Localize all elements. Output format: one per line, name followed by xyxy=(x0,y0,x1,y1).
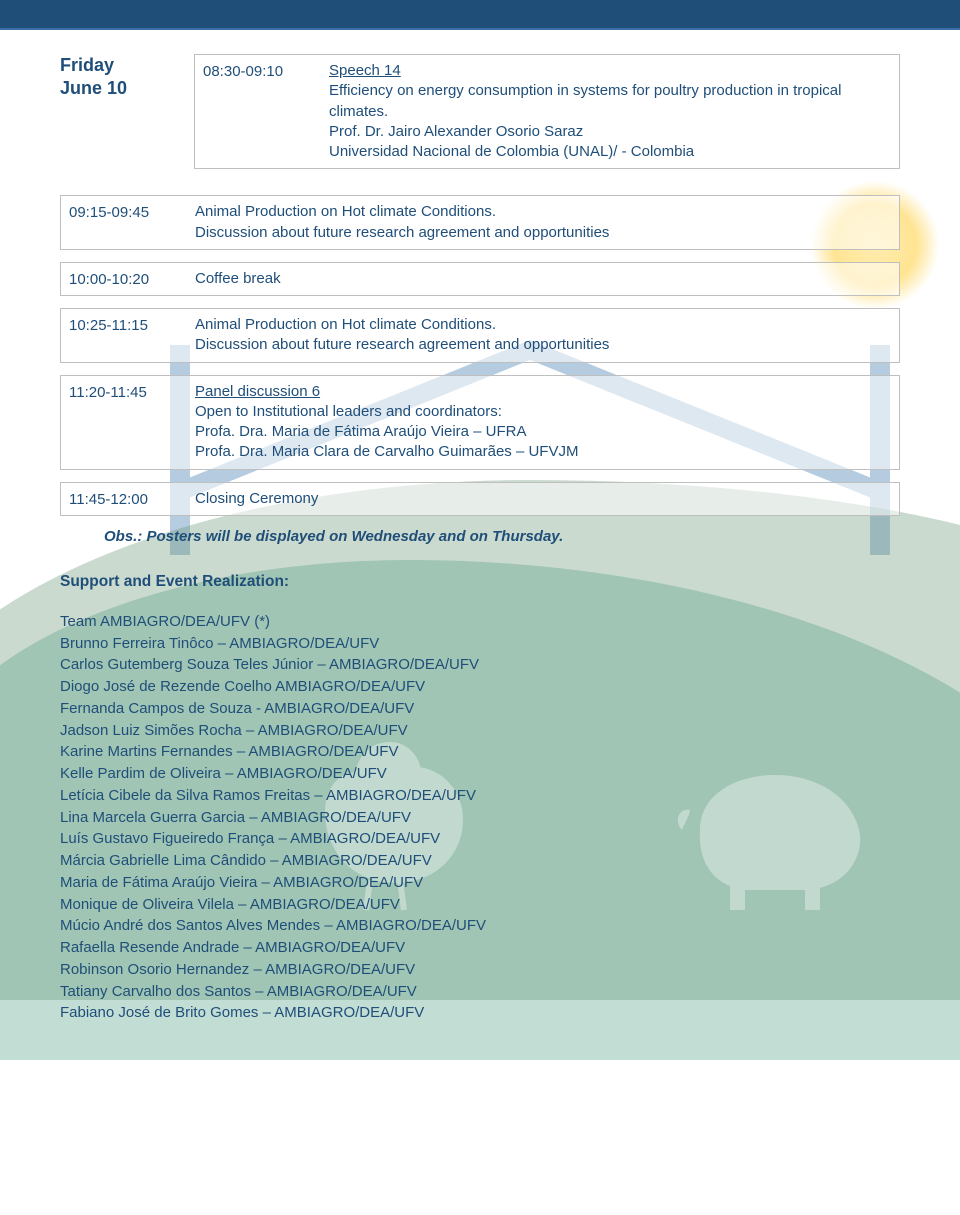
schedule-row: 09:15-09:45 Animal Production on Hot clim… xyxy=(60,195,900,250)
day-heading: Friday June 10 xyxy=(60,54,168,181)
schedule-time: 08:30-09:10 xyxy=(203,61,311,162)
team-member: Maria de Fátima Araújo Vieira – AMBIAGRO… xyxy=(60,872,900,894)
team-member: Fernanda Campos de Souza - AMBIAGRO/DEA/… xyxy=(60,698,900,720)
team-member: Letícia Cibele da Silva Ramos Freitas – … xyxy=(60,785,900,807)
team-member: Tatiany Carvalho dos Santos – AMBIAGRO/D… xyxy=(60,981,900,1003)
team-member: Robinson Osorio Hernandez – AMBIAGRO/DEA… xyxy=(60,959,900,981)
schedule-time: 09:15-09:45 xyxy=(69,202,177,243)
team-member: Rafaella Resende Andrade – AMBIAGRO/DEA/… xyxy=(60,937,900,959)
schedule-description: Panel discussion 6Open to Institutional … xyxy=(195,382,891,463)
team-member: Márcia Gabrielle Lima Cândido – AMBIAGRO… xyxy=(60,850,900,872)
schedule-description: Animal Production on Hot climate Conditi… xyxy=(195,315,891,356)
schedule-line: Animal Production on Hot climate Conditi… xyxy=(195,202,891,222)
team-list: Team AMBIAGRO/DEA/UFV (*)Brunno Ferreira… xyxy=(60,611,900,1024)
team-member: Monique de Oliveira Vilela – AMBIAGRO/DE… xyxy=(60,894,900,916)
team-member: Jadson Luiz Simões Rocha – AMBIAGRO/DEA/… xyxy=(60,720,900,742)
team-member: Diogo José de Rezende Coelho AMBIAGRO/DE… xyxy=(60,676,900,698)
team-member: Team AMBIAGRO/DEA/UFV (*) xyxy=(60,611,900,633)
schedule-line: Closing Ceremony xyxy=(195,489,891,509)
posters-note: Obs.: Posters will be displayed on Wedne… xyxy=(104,528,900,545)
day-date: June 10 xyxy=(60,77,168,100)
team-member: Múcio André dos Santos Alves Mendes – AM… xyxy=(60,915,900,937)
schedule-line: Discussion about future research agreeme… xyxy=(195,335,891,355)
schedule-line: Discussion about future research agreeme… xyxy=(195,223,891,243)
schedule-description: Coffee break xyxy=(195,269,891,289)
schedule-line: Universidad Nacional de Colombia (UNAL)/… xyxy=(329,142,891,162)
schedule-time: 11:20-11:45 xyxy=(69,382,177,463)
schedule-row: 10:25-11:15 Animal Production on Hot clim… xyxy=(60,308,900,363)
schedule-line: Efficiency on energy consumption in syst… xyxy=(329,81,891,122)
schedule-row: 08:30-09:10Speech 14Efficiency on energy… xyxy=(194,54,900,169)
team-member: Fabiano José de Brito Gomes – AMBIAGRO/D… xyxy=(60,1002,900,1024)
team-member: Kelle Pardim de Oliveira – AMBIAGRO/DEA/… xyxy=(60,763,900,785)
schedule-row: 11:45-12:00 Closing Ceremony xyxy=(60,482,900,516)
schedule-title: Speech 14 xyxy=(329,61,891,81)
schedule-description: Closing Ceremony xyxy=(195,489,891,509)
schedule-row: 10:00-10:20 Coffee break xyxy=(60,262,900,296)
day-name: Friday xyxy=(60,54,168,77)
team-member: Luís Gustavo Figueiredo França – AMBIAGR… xyxy=(60,828,900,850)
schedule-line: Open to Institutional leaders and coordi… xyxy=(195,402,891,422)
team-member: Brunno Ferreira Tinôco – AMBIAGRO/DEA/UF… xyxy=(60,633,900,655)
team-member: Karine Martins Fernandes – AMBIAGRO/DEA/… xyxy=(60,741,900,763)
support-heading: Support and Event Realization: xyxy=(60,573,900,591)
schedule-time: 11:45-12:00 xyxy=(69,489,177,509)
schedule-line: Coffee break xyxy=(195,269,891,289)
page-content: Friday June 10 08:30-09:10Speech 14Effic… xyxy=(0,0,960,1064)
schedule-line: Animal Production on Hot climate Conditi… xyxy=(195,315,891,335)
schedule-title: Panel discussion 6 xyxy=(195,382,891,402)
schedule-description: Animal Production on Hot climate Conditi… xyxy=(195,202,891,243)
schedule-description: Speech 14Efficiency on energy consumptio… xyxy=(329,61,891,162)
schedule-time: 10:25-11:15 xyxy=(69,315,177,356)
schedule-time: 10:00-10:20 xyxy=(69,269,177,289)
schedule-line: Profa. Dra. Maria Clara de Carvalho Guim… xyxy=(195,442,891,462)
team-member: Lina Marcela Guerra Garcia – AMBIAGRO/DE… xyxy=(60,807,900,829)
schedule-line: Profa. Dra. Maria de Fátima Araújo Vieir… xyxy=(195,422,891,442)
schedule-line: Prof. Dr. Jairo Alexander Osorio Saraz xyxy=(329,122,891,142)
schedule-row: 11:20-11:45Panel discussion 6Open to Ins… xyxy=(60,375,900,470)
team-member: Carlos Gutemberg Souza Teles Júnior – AM… xyxy=(60,654,900,676)
